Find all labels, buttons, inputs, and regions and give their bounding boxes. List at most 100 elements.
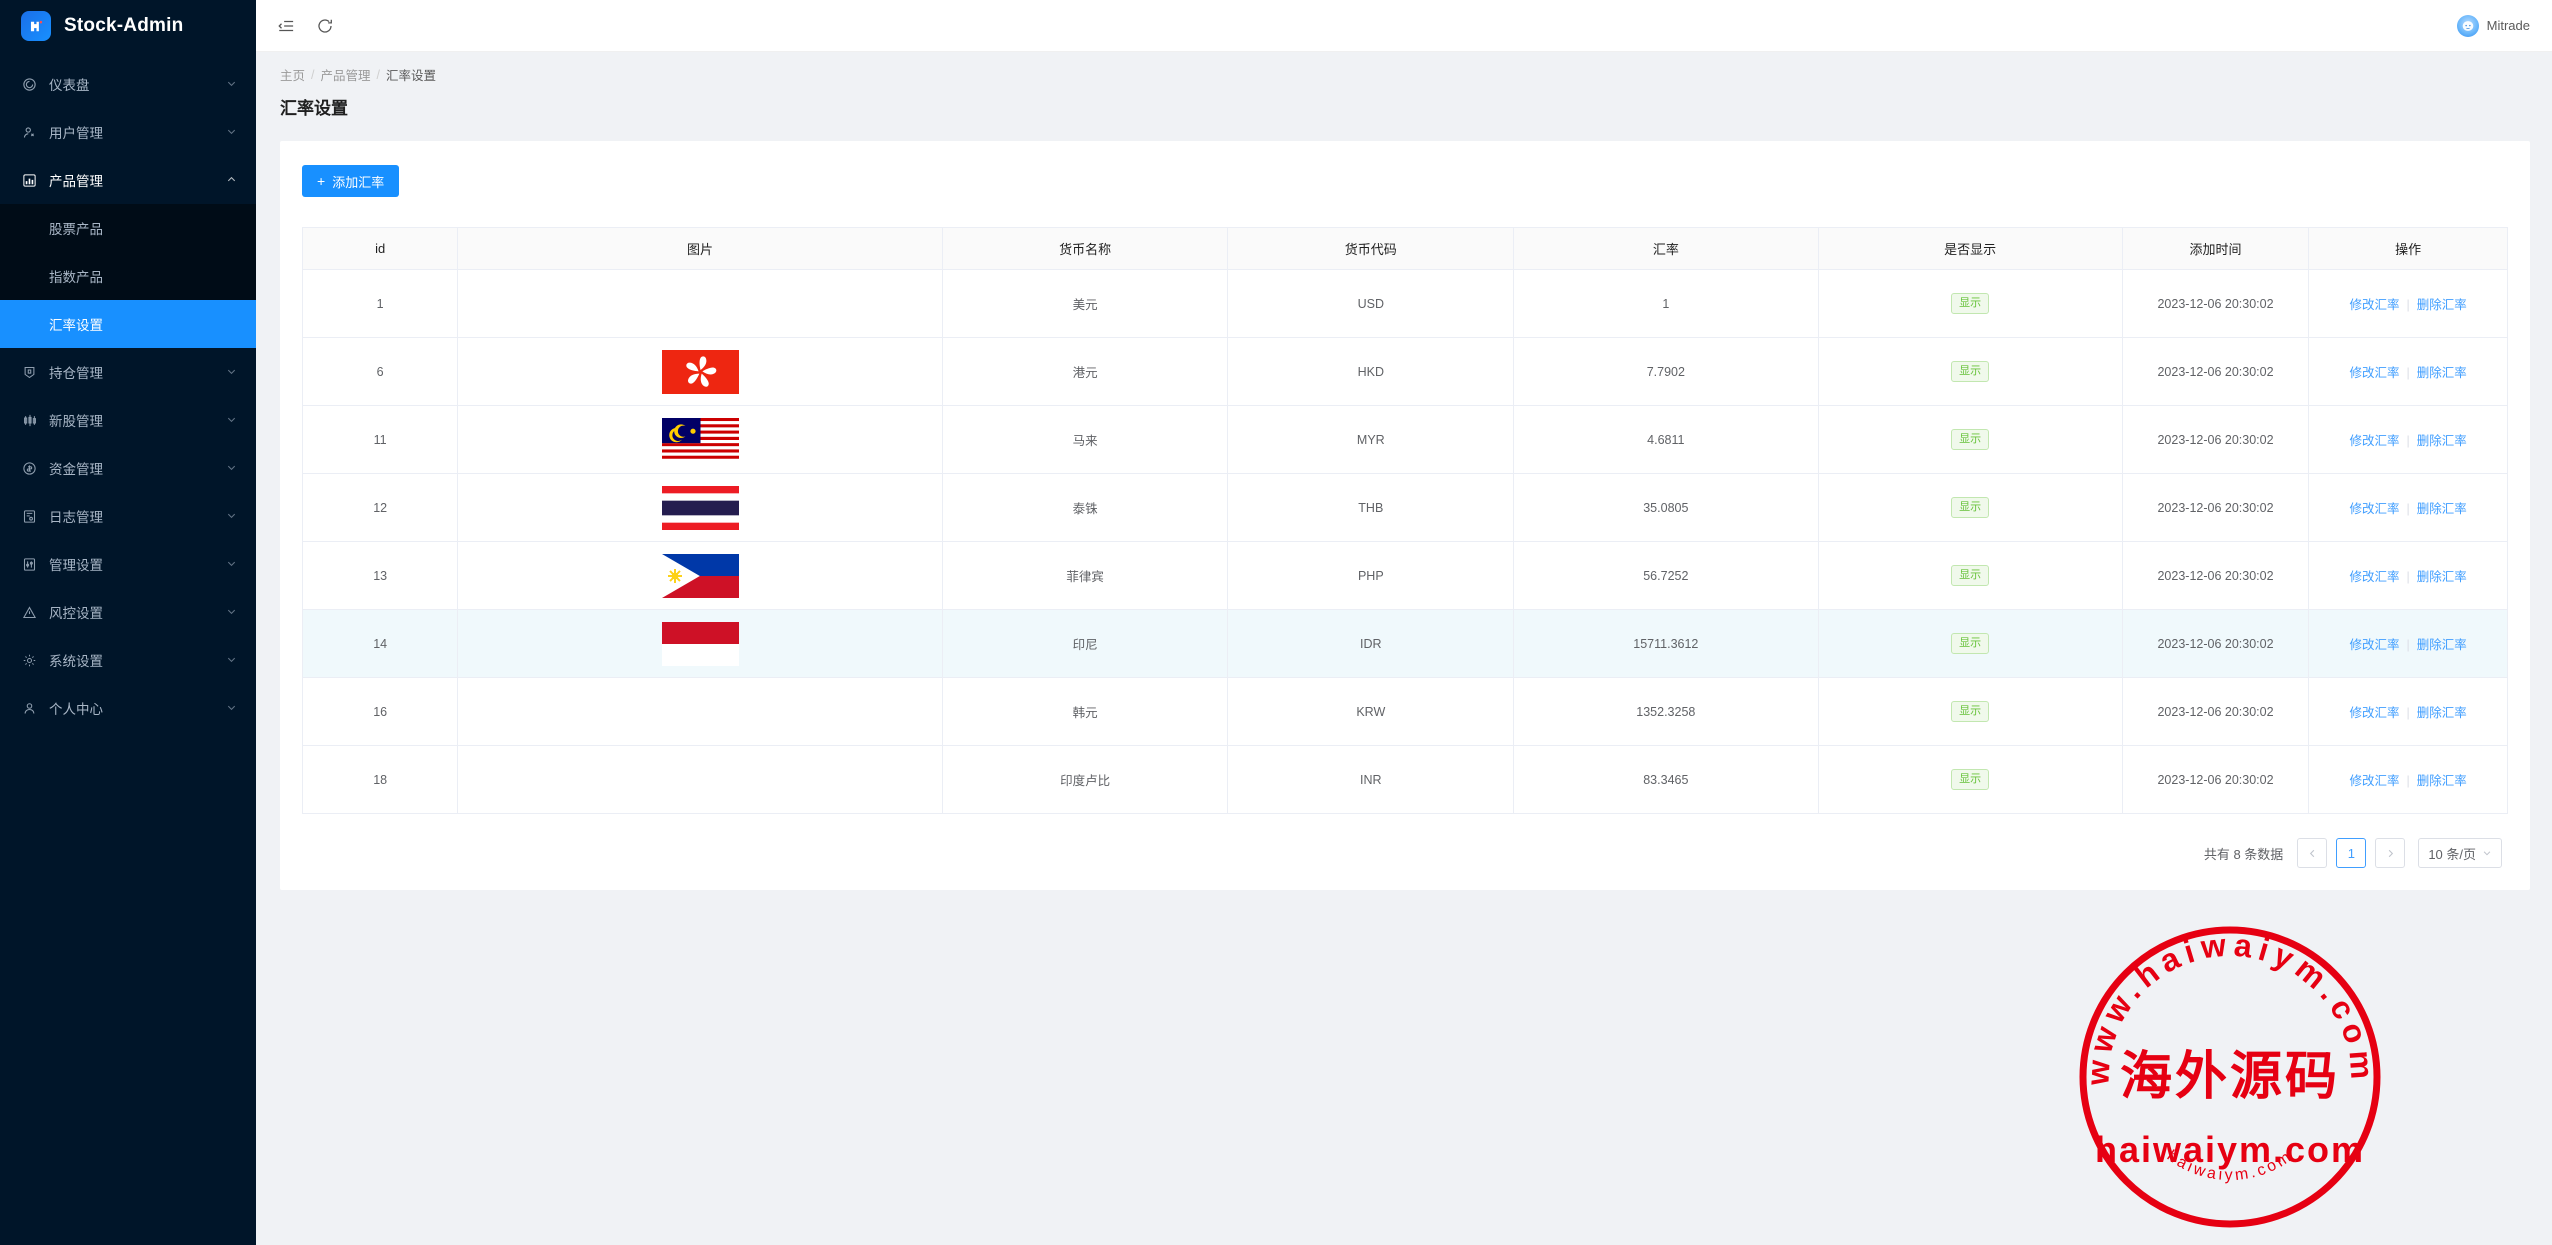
pagination-page-size-label: 10 条/页	[2428, 846, 2476, 862]
cell-currency-code: PHP	[1227, 541, 1515, 610]
sidebar-item-products[interactable]: 产品管理	[0, 156, 256, 204]
flag-indonesia-icon	[661, 621, 739, 666]
pagination-next-button[interactable]	[2375, 838, 2406, 868]
cell-actions: 修改汇率 | 删除汇率	[2308, 405, 2508, 474]
breadcrumb-section[interactable]: 产品管理	[320, 69, 371, 83]
topbar: Mitrade	[256, 0, 2552, 52]
pagination-page-size-select[interactable]: 10 条/页	[2418, 838, 2502, 868]
sidebar-item-label: 管理设置	[49, 558, 103, 573]
cell-currency-name: 泰铢	[941, 473, 1229, 542]
edit-rate-link[interactable]: 修改汇率	[2349, 638, 2400, 652]
cell-actions: 修改汇率 | 删除汇率	[2308, 609, 2508, 678]
sidebar-item-users[interactable]: 用户管理	[0, 108, 256, 156]
chevron-down-icon	[226, 125, 238, 140]
column-header-code: 货币代码	[1227, 227, 1515, 270]
cell-actions: 修改汇率 | 删除汇率	[2308, 745, 2508, 814]
users-icon	[21, 125, 38, 140]
table-header-row: id 图片 货币名称 货币代码 汇率 是否显示 添加时间 操作	[301, 227, 2508, 270]
cell-currency-code: MYR	[1227, 405, 1515, 474]
cell-currency-name: 印尼	[941, 609, 1229, 678]
breadcrumb-separator: /	[311, 67, 315, 82]
table-row: 11 马来 MYR 4.6811 显示 2023-12-06 20:30:02 修改汇率 |…	[301, 405, 2508, 474]
edit-rate-link[interactable]: 修改汇率	[2349, 570, 2400, 584]
menu-fold-icon[interactable]	[275, 15, 297, 37]
main-area: Mitrade 主页 / 产品管理 / 汇率设置 汇率设置 + 添加汇率	[256, 0, 2552, 1245]
sidebar-item-risk-control[interactable]: 风控设置	[0, 588, 256, 636]
breadcrumb-home[interactable]: 主页	[280, 69, 306, 83]
cell-show: 显示	[1817, 677, 2123, 746]
cell-id: 11	[301, 405, 459, 474]
pagination-prev-button[interactable]	[2297, 838, 2328, 868]
action-separator: |	[2406, 502, 2410, 516]
add-rate-button[interactable]: + 添加汇率	[302, 165, 400, 197]
cell-actions: 修改汇率 | 删除汇率	[2308, 541, 2508, 610]
candlestick-icon	[21, 413, 38, 428]
delete-rate-link[interactable]: 删除汇率	[2416, 366, 2467, 380]
brand-name: Stock-Admin	[64, 15, 184, 36]
cell-image	[457, 541, 943, 610]
delete-rate-link[interactable]: 删除汇率	[2416, 774, 2467, 788]
cell-image	[457, 473, 943, 542]
action-separator: |	[2406, 706, 2410, 720]
table-head: id 图片 货币名称 货币代码 汇率 是否显示 添加时间 操作	[301, 227, 2508, 270]
edit-rate-link[interactable]: 修改汇率	[2349, 366, 2400, 380]
sidebar-item-admin-settings[interactable]: 管理设置	[0, 540, 256, 588]
cell-rate: 1	[1513, 269, 1819, 338]
delete-rate-link[interactable]: 删除汇率	[2416, 434, 2467, 448]
sidebar-item-positions[interactable]: 持仓管理	[0, 348, 256, 396]
sidebar-item-logs[interactable]: 日志管理	[0, 492, 256, 540]
sidebar-item-label: 产品管理	[49, 174, 103, 189]
edit-rate-link[interactable]: 修改汇率	[2349, 706, 2400, 720]
table-body: 1 美元 USD 1 显示 2023-12-06 20:30:02 修改汇率 | 删除汇率 6 港…	[301, 269, 2508, 814]
table-row: 13 菲律宾 PHP 56.7252 显示 2023-12-06 20:30:02 修改汇…	[301, 541, 2508, 610]
avatar-icon	[2456, 14, 2479, 37]
sidebar-item-funds[interactable]: 资金管理	[0, 444, 256, 492]
gear-icon	[21, 653, 38, 668]
brand[interactable]: Stock-Admin	[0, 0, 256, 52]
cell-image	[457, 405, 943, 474]
cell-time: 2023-12-06 20:30:02	[2121, 677, 2310, 746]
sidebar-item-label: 汇率设置	[49, 318, 103, 333]
delete-rate-link[interactable]: 删除汇率	[2416, 706, 2467, 720]
pagination-page-1[interactable]: 1	[2336, 838, 2367, 868]
sidebar-item-profile[interactable]: 个人中心	[0, 684, 256, 732]
chevron-down-icon	[2483, 851, 2491, 856]
cell-rate: 7.7902	[1513, 337, 1819, 406]
chevron-down-icon	[226, 653, 238, 668]
money-circle-icon	[21, 461, 38, 476]
refresh-icon[interactable]	[314, 15, 336, 37]
sidebar-item-dashboard[interactable]: 仪表盘	[0, 60, 256, 108]
edit-rate-link[interactable]: 修改汇率	[2349, 434, 2400, 448]
delete-rate-link[interactable]: 删除汇率	[2416, 570, 2467, 584]
sidebar-item-label: 持仓管理	[49, 366, 103, 381]
edit-rate-link[interactable]: 修改汇率	[2349, 298, 2400, 312]
cell-currency-code: THB	[1227, 473, 1515, 542]
sidebar-item-system-settings[interactable]: 系统设置	[0, 636, 256, 684]
sidebar-item-new-stock[interactable]: 新股管理	[0, 396, 256, 444]
sidebar-item-exchange-rate[interactable]: 汇率设置	[0, 300, 256, 348]
sidebar-item-label: 用户管理	[49, 126, 103, 141]
flag-philippines-icon	[661, 553, 739, 598]
cell-show: 显示	[1817, 745, 2123, 814]
status-badge: 显示	[1951, 429, 1990, 450]
flag-thailand-icon	[661, 485, 739, 530]
edit-rate-link[interactable]: 修改汇率	[2349, 774, 2400, 788]
sidebar-item-index-products[interactable]: 指数产品	[0, 252, 256, 300]
action-separator: |	[2406, 638, 2410, 652]
cell-id: 14	[301, 609, 459, 678]
user-menu[interactable]: Mitrade	[2456, 14, 2530, 37]
cell-currency-name: 港元	[941, 337, 1229, 406]
breadcrumb: 主页 / 产品管理 / 汇率设置	[280, 65, 2552, 84]
sidebar-item-label: 新股管理	[49, 414, 103, 429]
chevron-down-icon	[226, 701, 238, 716]
edit-rate-link[interactable]: 修改汇率	[2349, 502, 2400, 516]
chevron-down-icon	[226, 509, 238, 524]
delete-rate-link[interactable]: 删除汇率	[2416, 502, 2467, 516]
sliders-icon	[21, 557, 38, 572]
sidebar-item-stock-products[interactable]: 股票产品	[0, 204, 256, 252]
cell-currency-name: 马来	[941, 405, 1229, 474]
delete-rate-link[interactable]: 删除汇率	[2416, 638, 2467, 652]
column-header-rate: 汇率	[1513, 227, 1819, 270]
chevron-down-icon	[226, 557, 238, 572]
delete-rate-link[interactable]: 删除汇率	[2416, 298, 2467, 312]
